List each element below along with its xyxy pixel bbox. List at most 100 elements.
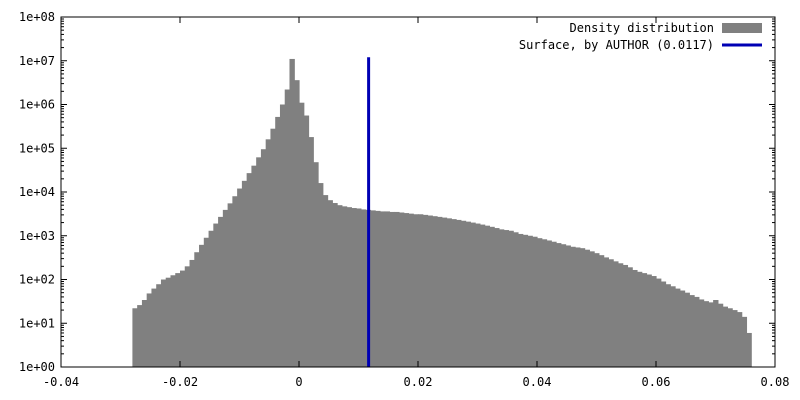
legend-label-surface: Surface, by AUTHOR (0.0117) <box>519 38 714 52</box>
histogram-bar <box>275 116 281 367</box>
histogram-bar <box>279 104 286 367</box>
y-tick-label: 1e+05 <box>19 141 55 155</box>
histogram-bar <box>251 165 257 367</box>
histogram-bar <box>698 299 705 367</box>
histogram-bar <box>213 223 219 367</box>
histogram-bar <box>641 273 648 367</box>
histogram-bar <box>246 173 252 367</box>
histogram-bar <box>646 274 652 367</box>
y-tick-label: 1e+08 <box>19 10 55 24</box>
histogram-bar <box>137 305 143 367</box>
histogram-bar <box>427 215 433 367</box>
x-tick-label: 0.06 <box>642 375 671 389</box>
histogram-bar <box>146 293 153 367</box>
x-tick-label: 0 <box>295 375 302 389</box>
histogram-bar <box>556 243 562 367</box>
histogram-bar <box>665 284 671 367</box>
y-tick-label: 1e+02 <box>19 273 55 287</box>
histogram-bar <box>418 214 424 367</box>
y-tick-label: 1e+01 <box>19 316 55 330</box>
histogram-bar <box>170 275 176 367</box>
histogram-bar <box>546 240 552 367</box>
histogram-bar <box>318 183 324 367</box>
histogram-bar <box>679 290 686 367</box>
histogram-bar <box>617 263 624 367</box>
histogram-bar <box>613 261 619 367</box>
histogram-bar <box>156 284 162 367</box>
histogram-bar <box>389 211 395 367</box>
histogram-bar <box>180 270 186 367</box>
histogram-bar <box>522 234 529 367</box>
histogram-bar <box>175 273 181 367</box>
histogram-bar <box>727 308 733 367</box>
x-tick-label: -0.04 <box>43 375 79 389</box>
histogram-bar <box>265 139 272 367</box>
histogram-bar <box>494 228 500 367</box>
histogram-bar <box>713 300 719 367</box>
histogram-bar <box>732 310 738 367</box>
histogram-bar <box>203 237 210 367</box>
histogram-bar <box>589 251 595 367</box>
histogram-bar <box>337 205 343 367</box>
histogram-bar <box>218 216 224 367</box>
histogram-bar <box>332 203 338 367</box>
histogram-bar <box>446 218 452 367</box>
histogram-bar <box>537 238 543 367</box>
y-axis: 1e+00 1e+01 1e+02 1e+03 1e+04 1e+05 1e+06 1e+07… <box>19 10 775 374</box>
histogram-bar <box>432 216 438 367</box>
histogram-bar <box>660 281 667 367</box>
histogram-bar <box>579 248 586 367</box>
histogram-bar <box>479 224 486 367</box>
histogram-bar <box>689 295 695 367</box>
histogram-bar <box>527 235 533 367</box>
histogram-bar <box>327 200 333 367</box>
histogram-bar <box>570 246 576 367</box>
histogram-bar <box>299 102 305 367</box>
histogram-bar <box>379 211 386 367</box>
histogram-bar <box>470 222 476 367</box>
legend: Density distribution Surface, by AUTHOR … <box>519 21 762 52</box>
histogram-bar <box>356 208 362 367</box>
histogram-bar <box>313 162 319 367</box>
histogram-bar <box>694 296 700 367</box>
histogram-bar <box>675 288 681 367</box>
y-tick-label: 1e+07 <box>19 54 55 68</box>
histogram-bar <box>398 212 405 367</box>
histogram-bar <box>717 303 724 367</box>
histogram-bar <box>560 244 567 367</box>
histogram-bar <box>636 271 643 367</box>
histogram-bar <box>294 80 300 367</box>
histogram-bar <box>451 219 457 367</box>
histogram-bar <box>422 214 429 367</box>
histogram-bar <box>632 269 638 367</box>
histogram-bar <box>565 245 571 367</box>
x-tick-label: 0.02 <box>404 375 433 389</box>
histogram-bar <box>194 252 200 367</box>
histogram-bar <box>346 207 352 367</box>
histogram-bar <box>484 225 490 367</box>
histogram-bar <box>651 276 657 367</box>
histogram-bar <box>517 233 524 367</box>
histogram-bar <box>270 128 276 367</box>
histogram-bar <box>741 316 748 367</box>
histogram-bar <box>341 206 348 367</box>
histogram-bar <box>141 300 148 367</box>
histogram-bar <box>703 301 709 367</box>
legend-label-density: Density distribution <box>570 21 715 35</box>
histogram-bar <box>132 308 138 367</box>
histogram-bar <box>708 302 714 367</box>
histogram-bar <box>627 267 633 367</box>
histogram-bar <box>594 253 600 367</box>
histogram-bar <box>684 292 690 367</box>
histogram-bar <box>260 149 267 367</box>
histogram-bar <box>199 244 205 367</box>
histogram-bar <box>360 209 367 367</box>
histogram-bar <box>256 157 262 367</box>
histogram-bar <box>184 266 191 367</box>
histogram-bar <box>513 232 519 367</box>
x-tick-label: 0.08 <box>761 375 790 389</box>
histogram-bar <box>370 210 376 367</box>
histogram-bar <box>622 264 629 367</box>
histogram-bar <box>584 249 590 367</box>
